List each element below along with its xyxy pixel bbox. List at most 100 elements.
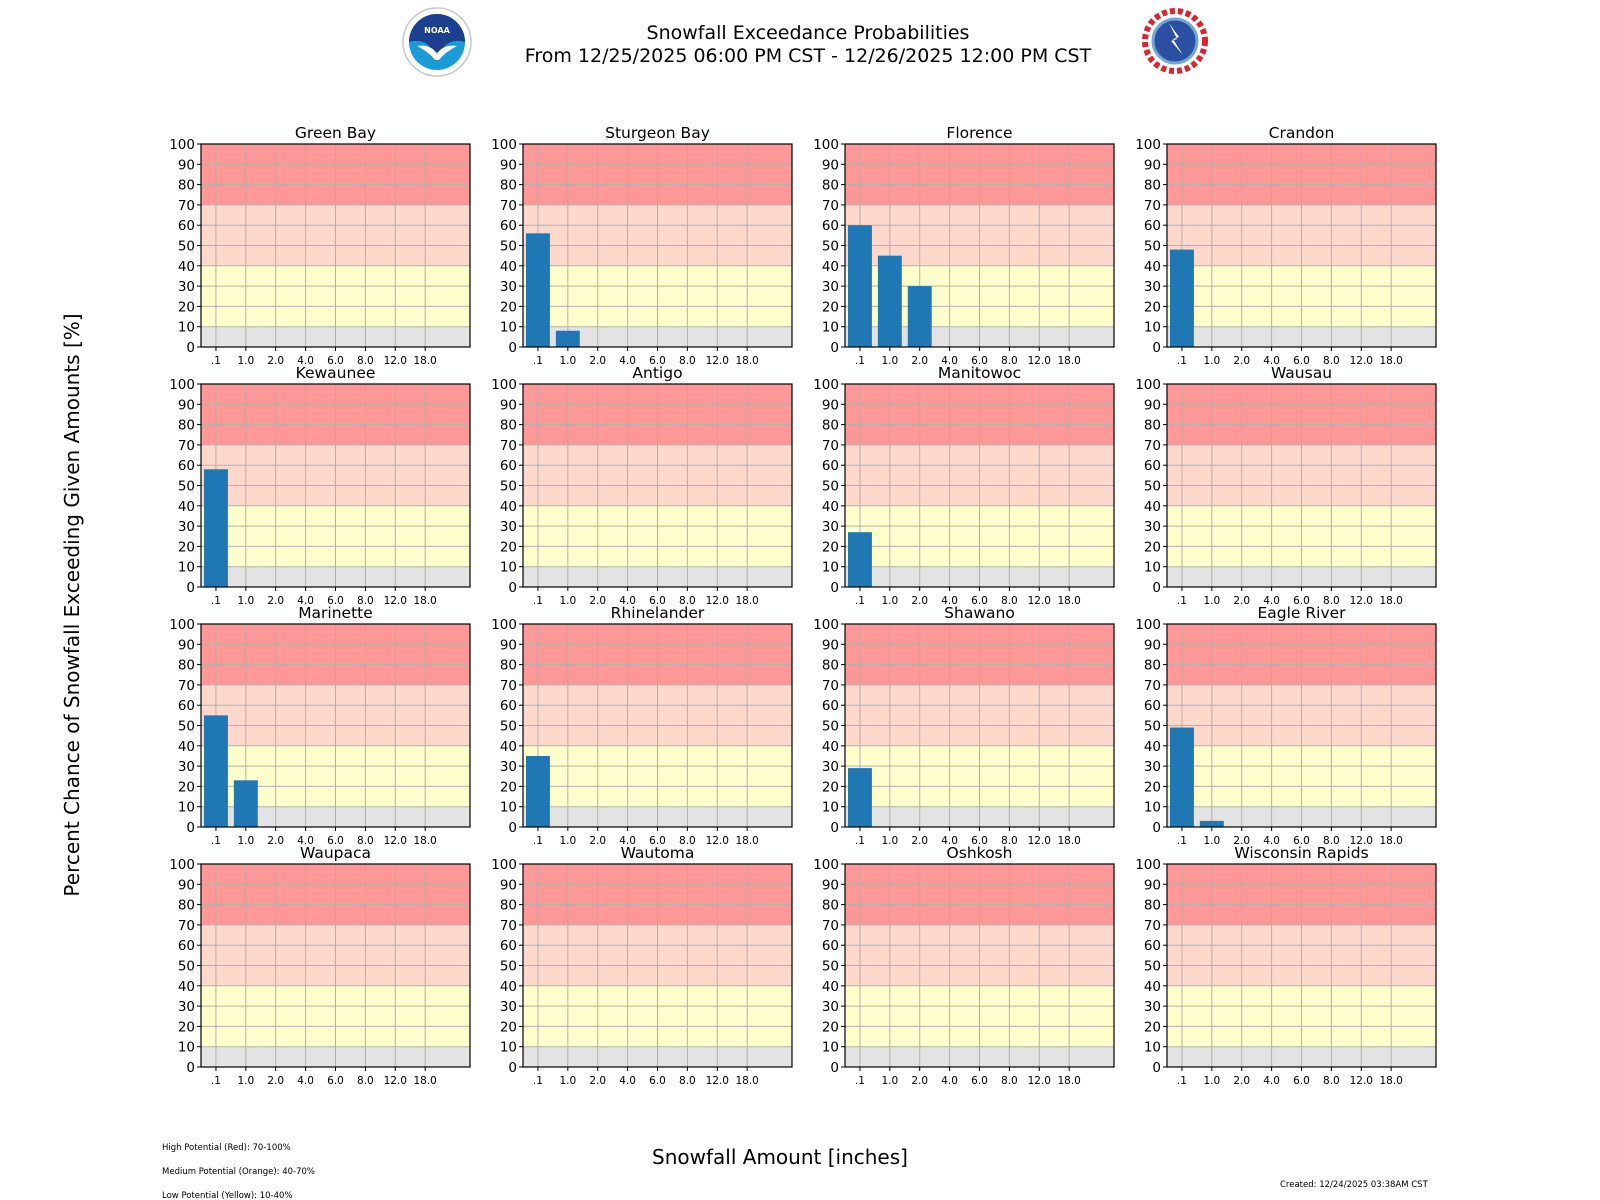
x-tick-label: 6.0 bbox=[1293, 1075, 1310, 1087]
panel-shawano: 0 10 20 30 40 50 60 70 80 90 100 .1 1.0 2.0 4.0 6.0 8.0 1… bbox=[813, 604, 1115, 847]
x-tick-label: 2.0 bbox=[1233, 595, 1250, 607]
y-tick-label: 100 bbox=[169, 137, 195, 153]
x-tick-label: 12.0 bbox=[706, 835, 729, 847]
y-tick-label: 40 bbox=[500, 499, 517, 515]
x-tick-label: .1 bbox=[1177, 355, 1187, 367]
y-tick-label: 90 bbox=[500, 397, 517, 413]
x-tick-label: 6.0 bbox=[649, 1075, 666, 1087]
y-tick-label: 40 bbox=[178, 499, 195, 515]
panel-green-bay: 0 10 20 30 40 50 60 70 80 90 100 .1 1.0 2.0 4.0 6.0 8.0 1… bbox=[169, 124, 471, 367]
y-tick-label: 0 bbox=[186, 1060, 195, 1076]
y-tick-label: 70 bbox=[822, 678, 839, 694]
y-tick-label: 0 bbox=[830, 820, 839, 836]
x-tick-label: 12.0 bbox=[384, 595, 407, 607]
y-tick-label: 80 bbox=[822, 178, 839, 194]
y-tick-label: 20 bbox=[1144, 539, 1161, 555]
y-tick-label: 100 bbox=[813, 137, 839, 153]
x-tick-label: 8.0 bbox=[1001, 835, 1018, 847]
y-tick-label: 0 bbox=[830, 340, 839, 356]
x-tick-label: 2.0 bbox=[589, 595, 606, 607]
y-tick-label: 100 bbox=[491, 137, 517, 153]
bar bbox=[525, 233, 550, 347]
y-tick-label: 70 bbox=[500, 438, 517, 454]
y-tick-label: 90 bbox=[1144, 877, 1161, 893]
y-tick-label: 40 bbox=[1144, 979, 1161, 995]
y-tick-label: 30 bbox=[1144, 759, 1161, 775]
y-tick-label: 0 bbox=[830, 1060, 839, 1076]
x-tick-label: 4.0 bbox=[941, 355, 958, 367]
panel-wisconsin-rapids: 0 10 20 30 40 50 60 70 80 90 100 .1 1.0 2.0 4.0 6.0 8.0 1… bbox=[1135, 844, 1437, 1087]
x-tick-label: .1 bbox=[533, 595, 543, 607]
x-tick-label: 12.0 bbox=[384, 835, 407, 847]
x-tick-label: 12.0 bbox=[1350, 835, 1373, 847]
y-tick-label: 100 bbox=[491, 377, 517, 393]
bar bbox=[555, 330, 580, 347]
x-tick-label: 18.0 bbox=[413, 1075, 436, 1087]
y-tick-label: 20 bbox=[178, 299, 195, 315]
y-tick-label: 100 bbox=[813, 377, 839, 393]
x-tick-label: 2.0 bbox=[1233, 355, 1250, 367]
y-tick-label: 70 bbox=[500, 918, 517, 934]
y-tick-label: 40 bbox=[822, 259, 839, 275]
y-tick-label: 20 bbox=[178, 779, 195, 795]
panel-title: Wautoma bbox=[621, 844, 695, 862]
panel-florence: 0 10 20 30 40 50 60 70 80 90 100 .1 1.0 2.0 4.0 6.0 8.0 1… bbox=[813, 124, 1115, 367]
y-tick-label: 20 bbox=[1144, 299, 1161, 315]
x-tick-label: 6.0 bbox=[649, 595, 666, 607]
y-tick-label: 70 bbox=[178, 198, 195, 214]
x-tick-label: .1 bbox=[533, 835, 543, 847]
y-tick-label: 70 bbox=[1144, 438, 1161, 454]
y-tick-label: 50 bbox=[822, 719, 839, 735]
y-tick-label: 60 bbox=[822, 938, 839, 954]
x-tick-label: .1 bbox=[855, 595, 865, 607]
y-tick-label: 100 bbox=[169, 857, 195, 873]
y-tick-label: 0 bbox=[508, 820, 517, 836]
x-tick-label: 4.0 bbox=[1263, 355, 1280, 367]
x-tick-label: 18.0 bbox=[1379, 835, 1402, 847]
y-tick-label: 70 bbox=[822, 918, 839, 934]
created-timestamp: Created: 12/24/2025 03:38AM CST bbox=[1280, 1180, 1429, 1190]
y-tick-label: 10 bbox=[1144, 800, 1161, 816]
y-tick-label: 60 bbox=[1144, 938, 1161, 954]
y-tick-label: 20 bbox=[822, 539, 839, 555]
x-tick-label: 1.0 bbox=[1203, 355, 1220, 367]
y-tick-label: 0 bbox=[1152, 580, 1161, 596]
x-tick-label: 2.0 bbox=[911, 835, 928, 847]
x-tick-label: 6.0 bbox=[971, 1075, 988, 1087]
y-tick-label: 30 bbox=[500, 759, 517, 775]
y-tick-label: 20 bbox=[178, 1019, 195, 1035]
y-tick-label: 90 bbox=[178, 637, 195, 653]
y-tick-label: 80 bbox=[500, 658, 517, 674]
noaa-logo-icon: NOAA bbox=[402, 7, 472, 77]
y-tick-label: 80 bbox=[178, 658, 195, 674]
x-tick-label: 1.0 bbox=[1203, 595, 1220, 607]
x-tick-label: 12.0 bbox=[706, 355, 729, 367]
panel-antigo: 0 10 20 30 40 50 60 70 80 90 100 .1 1.0 2.0 4.0 6.0 8.0 1… bbox=[491, 364, 793, 607]
y-tick-label: 80 bbox=[822, 658, 839, 674]
y-tick-label: 70 bbox=[178, 918, 195, 934]
y-tick-label: 80 bbox=[178, 178, 195, 194]
y-axis-label: Percent Chance of Snowfall Exceeding Giv… bbox=[60, 313, 84, 896]
y-tick-label: 90 bbox=[822, 157, 839, 173]
x-tick-label: 6.0 bbox=[327, 1075, 344, 1087]
panel-title: Kewaunee bbox=[296, 364, 376, 382]
y-tick-label: 0 bbox=[508, 580, 517, 596]
y-tick-label: 90 bbox=[822, 637, 839, 653]
x-tick-label: 4.0 bbox=[619, 595, 636, 607]
y-tick-label: 10 bbox=[1144, 560, 1161, 576]
bar bbox=[1169, 727, 1194, 827]
y-tick-label: 20 bbox=[1144, 1019, 1161, 1035]
x-tick-label: 18.0 bbox=[1379, 1075, 1402, 1087]
y-tick-label: 30 bbox=[178, 759, 195, 775]
panel-oshkosh: 0 10 20 30 40 50 60 70 80 90 100 .1 1.0 2.0 4.0 6.0 8.0 1… bbox=[813, 844, 1115, 1087]
chart-title: Snowfall Exceedance Probabilities bbox=[647, 22, 970, 44]
y-tick-label: 10 bbox=[178, 320, 195, 336]
x-tick-label: 18.0 bbox=[1057, 355, 1080, 367]
y-tick-label: 10 bbox=[500, 320, 517, 336]
y-tick-label: 70 bbox=[822, 198, 839, 214]
y-tick-label: 100 bbox=[1135, 377, 1161, 393]
x-tick-label: 12.0 bbox=[384, 355, 407, 367]
y-tick-label: 0 bbox=[186, 580, 195, 596]
y-tick-label: 40 bbox=[822, 739, 839, 755]
y-tick-label: 40 bbox=[1144, 499, 1161, 515]
